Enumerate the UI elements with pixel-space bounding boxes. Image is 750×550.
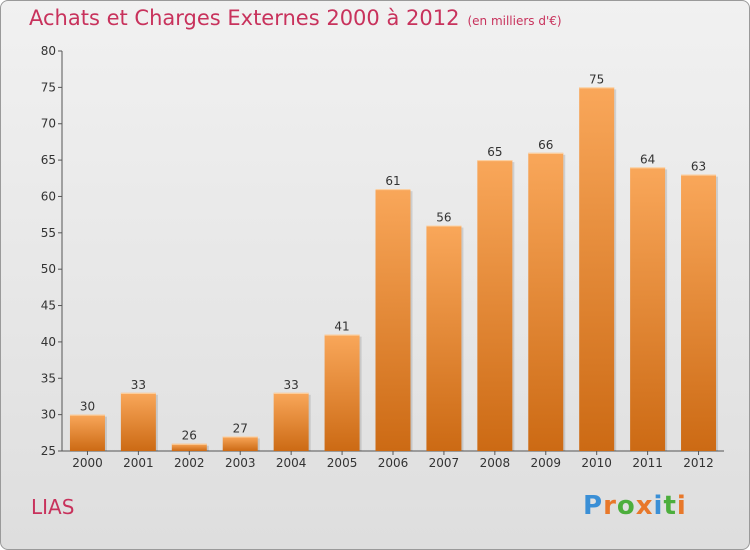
y-tick-label: 60 bbox=[41, 189, 56, 203]
bar-2000 bbox=[69, 414, 105, 451]
logo-letter: o bbox=[616, 491, 636, 521]
value-label-2008: 65 bbox=[487, 145, 502, 159]
bar-2011 bbox=[630, 167, 666, 451]
bar-2006 bbox=[375, 189, 411, 451]
chart-title: Achats et Charges Externes 2000 à 2012 (e… bbox=[29, 6, 562, 30]
y-tick-label: 55 bbox=[41, 226, 56, 240]
y-tick-label: 35 bbox=[41, 371, 56, 385]
value-label-2007: 56 bbox=[436, 211, 451, 225]
chart-title-text: Achats et Charges Externes 2000 à 2012 bbox=[29, 6, 460, 30]
y-tick-label: 80 bbox=[41, 44, 56, 58]
y-tick-label: 30 bbox=[41, 408, 56, 422]
x-tick-label-2000: 2000 bbox=[72, 456, 103, 470]
logo-letter: r bbox=[603, 491, 617, 521]
axes: 25 30 35 40 45 50 55 60 65 70 75 80 bbox=[41, 44, 724, 458]
labels: 30 2000 33 2001 26 2002 27 2003 33 2004 41 2005 61 20… bbox=[72, 72, 714, 470]
value-label-2005: 41 bbox=[334, 320, 349, 334]
value-label-2012: 63 bbox=[691, 160, 706, 174]
value-label-2003: 27 bbox=[233, 421, 248, 435]
logo-letter: x bbox=[635, 491, 654, 521]
value-label-2006: 61 bbox=[385, 174, 400, 188]
x-tick-label-2011: 2011 bbox=[632, 456, 663, 470]
x-tick-label-2002: 2002 bbox=[174, 456, 205, 470]
proxiti-logo: Proxiti bbox=[583, 491, 687, 521]
value-label-2004: 33 bbox=[284, 378, 299, 392]
y-tick-label: 45 bbox=[41, 299, 56, 313]
place-name: LIAS bbox=[31, 495, 75, 519]
y-tick-label: 70 bbox=[41, 117, 56, 131]
bar-2001 bbox=[120, 392, 156, 451]
chart-subtitle: (en milliers d'€) bbox=[467, 14, 562, 28]
bar-2007 bbox=[426, 225, 462, 451]
logo-letter: P bbox=[583, 491, 604, 521]
x-tick-label-2012: 2012 bbox=[683, 456, 714, 470]
value-label-2011: 64 bbox=[640, 152, 655, 166]
bar-2009 bbox=[528, 152, 564, 451]
y-tick-label: 50 bbox=[41, 262, 56, 276]
x-tick-label-2006: 2006 bbox=[378, 456, 409, 470]
y-tick-label: 25 bbox=[41, 444, 56, 458]
value-label-2001: 33 bbox=[131, 378, 146, 392]
x-tick-label-2007: 2007 bbox=[429, 456, 460, 470]
y-tick-label: 65 bbox=[41, 153, 56, 167]
x-tick-label-2009: 2009 bbox=[530, 456, 561, 470]
value-label-2010: 75 bbox=[589, 72, 604, 86]
logo-letter: i bbox=[653, 491, 664, 521]
value-label-2000: 30 bbox=[80, 400, 95, 414]
x-tick-label-2010: 2010 bbox=[581, 456, 612, 470]
x-tick-label-2005: 2005 bbox=[327, 456, 358, 470]
y-tick-label: 75 bbox=[41, 80, 56, 94]
bars bbox=[69, 87, 719, 452]
value-label-2002: 26 bbox=[182, 429, 197, 443]
logo-letter: i bbox=[676, 491, 687, 521]
bar-2008 bbox=[477, 160, 513, 451]
bar-2003 bbox=[222, 436, 258, 451]
bar-2012 bbox=[681, 174, 717, 452]
x-tick-label-2004: 2004 bbox=[276, 456, 307, 470]
logo-letter: t bbox=[663, 491, 677, 521]
bar-2002 bbox=[171, 443, 207, 451]
x-tick-label-2003: 2003 bbox=[225, 456, 256, 470]
bar-2010 bbox=[579, 87, 615, 451]
x-tick-label-2001: 2001 bbox=[123, 456, 154, 470]
bar-2004 bbox=[273, 392, 309, 451]
y-tick-label: 40 bbox=[41, 335, 56, 349]
value-label-2009: 66 bbox=[538, 138, 553, 152]
bar-2005 bbox=[324, 334, 360, 451]
x-tick-label-2008: 2008 bbox=[480, 456, 511, 470]
